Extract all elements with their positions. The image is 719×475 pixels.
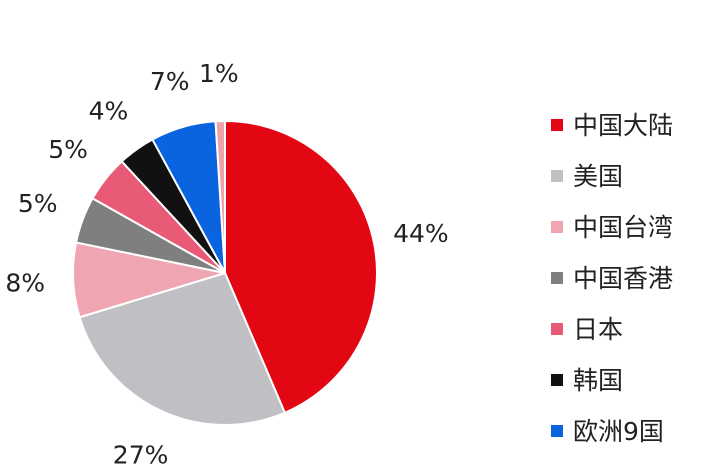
legend-label-1: 美国: [573, 162, 623, 191]
legend-swatch-1: [551, 170, 563, 182]
legend-swatch-3: [551, 272, 563, 284]
legend-label-0: 中国大陆: [573, 111, 673, 140]
data-label-3: 5%: [18, 189, 58, 218]
data-label-5: 4%: [89, 97, 129, 126]
legend-swatch-0: [551, 119, 563, 131]
pie-slice-0: [224, 119, 378, 415]
legend-label-4: 日本: [573, 315, 623, 344]
data-label-4: 5%: [48, 135, 88, 164]
legend-label-3: 中国香港: [573, 264, 673, 293]
legend-swatch-6: [551, 425, 563, 437]
pie-slice-7: [214, 119, 226, 274]
pie-slices: [72, 119, 378, 426]
data-label-0: 44%: [393, 219, 449, 248]
pie-slice-1: [78, 271, 287, 426]
legend-swatch-5: [551, 374, 563, 386]
data-label-1: 27%: [113, 440, 169, 469]
legend-label-6: 欧洲9国: [573, 417, 664, 446]
data-label-6: 7%: [150, 67, 190, 96]
legend-label-5: 韩国: [573, 366, 623, 395]
data-label-7: 1%: [199, 59, 239, 88]
legend-label-2: 中国台湾: [573, 213, 673, 242]
legend-swatch-2: [551, 221, 563, 233]
pie-labels: 44%27%8%5%5%4%7% 1%: [5, 59, 448, 469]
data-label-2: 8%: [5, 268, 45, 297]
legend-swatch-4: [551, 323, 563, 335]
